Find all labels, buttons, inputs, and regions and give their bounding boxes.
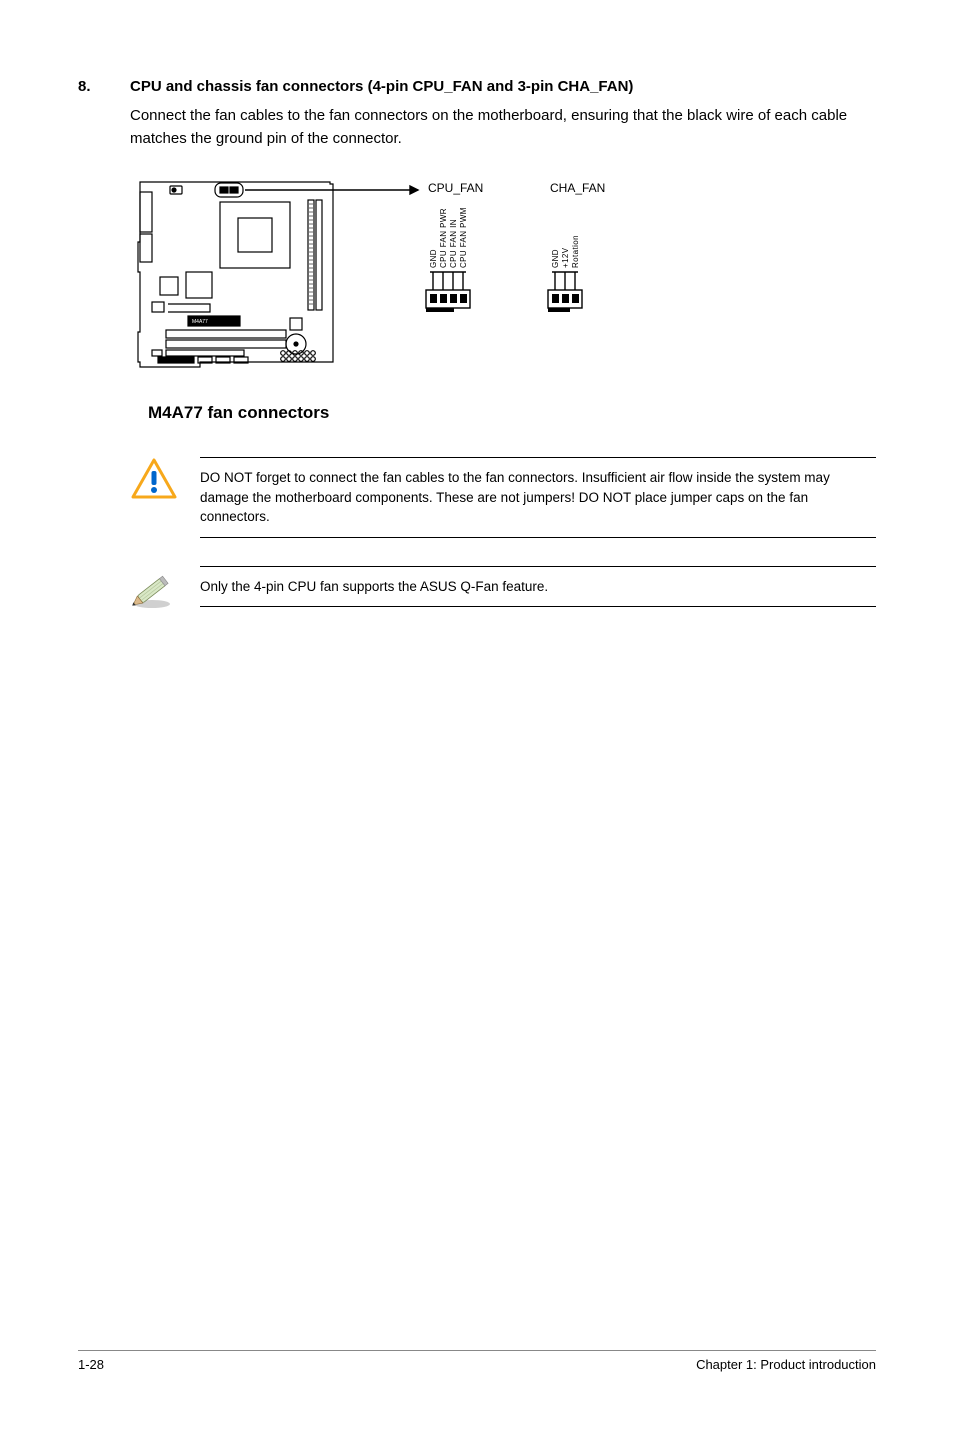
cha-fan-pin-2: Rotation bbox=[571, 235, 580, 268]
pencil-icon bbox=[130, 566, 178, 610]
cha-fan-pin-1: +12V bbox=[561, 247, 570, 268]
cpu-fan-pin-2: CPU FAN IN bbox=[449, 219, 458, 268]
diagram-caption: M4A77 fan connectors bbox=[148, 403, 876, 423]
cpu-fan-pin-0: GND bbox=[429, 249, 438, 268]
warning-callout: DO NOT forget to connect the fan cables … bbox=[130, 447, 876, 538]
fan-connectors-diagram: M4A77 CPU_FAN GND CPU FAN PWR CPU FAN IN… bbox=[130, 172, 876, 423]
cpu-fan-pin-1: CPU FAN PWR bbox=[439, 208, 448, 268]
section-title: CPU and chassis fan connectors (4-pin CP… bbox=[130, 78, 633, 95]
note-callout: Only the 4-pin CPU fan supports the ASUS… bbox=[130, 556, 876, 610]
cpu-fan-pin-3: CPU FAN PWM bbox=[459, 207, 468, 268]
board-label: M4A77 bbox=[192, 319, 208, 325]
note-text: Only the 4-pin CPU fan supports the ASUS… bbox=[200, 566, 876, 608]
cpu-fan-title: CPU_FAN bbox=[428, 181, 483, 195]
section-number: 8. bbox=[78, 78, 102, 95]
footer-page-number: 1-28 bbox=[78, 1357, 104, 1372]
warning-icon bbox=[130, 457, 178, 501]
warning-text: DO NOT forget to connect the fan cables … bbox=[200, 457, 876, 538]
page-footer: 1-28 Chapter 1: Product introduction bbox=[78, 1350, 876, 1372]
cha-fan-pin-0: GND bbox=[551, 249, 560, 268]
footer-chapter: Chapter 1: Product introduction bbox=[696, 1357, 876, 1372]
section-body: Connect the fan cables to the fan connec… bbox=[130, 105, 876, 150]
cha-fan-title: CHA_FAN bbox=[550, 181, 605, 195]
